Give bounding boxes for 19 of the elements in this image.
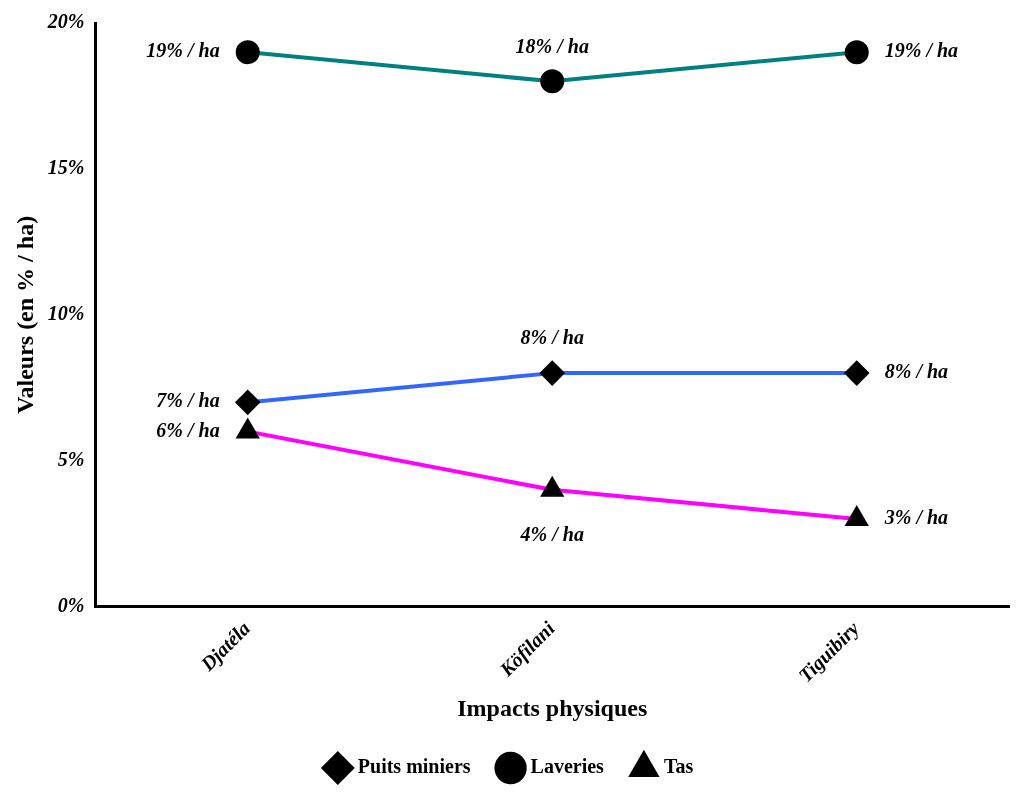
data-label: 8% / ha — [884, 360, 949, 383]
legend-label: Tas — [663, 755, 694, 778]
x-axis-title: Impacts physiques — [457, 694, 648, 721]
y-tick-label: 10% — [47, 301, 85, 324]
y-tick-label: 0% — [57, 593, 85, 616]
y-axis-title: Valeurs (en % / ha) — [11, 215, 38, 414]
y-tick-label: 20% — [46, 10, 85, 33]
data-label: 7% / ha — [156, 389, 220, 412]
data-label: 19% / ha — [884, 39, 959, 62]
legend-label: Puits miniers — [357, 755, 471, 778]
legend-label: Laveries — [530, 755, 605, 778]
y-tick-label: 5% — [57, 447, 85, 470]
data-label: 3% / ha — [883, 506, 949, 529]
data-label: 18% / ha — [515, 34, 589, 57]
y-tick-label: 15% — [47, 156, 85, 179]
data-label: 4% / ha — [519, 523, 584, 545]
data-label: 8% / ha — [520, 326, 584, 349]
data-label: 6% / ha — [156, 418, 220, 441]
data-label: 19% / ha — [146, 39, 220, 62]
